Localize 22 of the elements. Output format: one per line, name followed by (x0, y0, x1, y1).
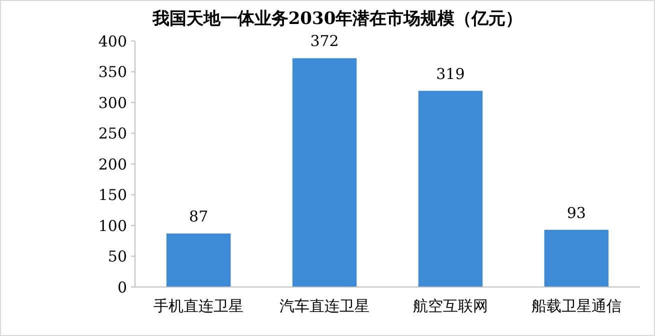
data-label: 372 (310, 32, 339, 50)
y-tick-label: 250 (98, 124, 127, 142)
y-tick-label: 150 (98, 186, 127, 204)
y-tick-label: 0 (117, 278, 127, 296)
y-tick-label: 200 (98, 155, 127, 174)
x-tick-label: 手机直连卫星 (154, 297, 244, 315)
x-tick-label: 船载卫星通信 (531, 297, 622, 315)
y-tick-label: 350 (98, 63, 127, 81)
x-tick-label: 航空互联网 (412, 297, 488, 315)
chart-title: 我国天地一体业务2030年潜在市场规模（亿元） (151, 9, 523, 29)
bar (418, 90, 483, 287)
y-tick-label: 50 (108, 248, 127, 266)
bar (292, 58, 357, 287)
bar (166, 233, 231, 287)
y-tick-label: 100 (98, 216, 127, 235)
data-label: 93 (566, 204, 586, 222)
data-label: 319 (436, 64, 465, 83)
x-tick-label: 汽车直连卫星 (280, 297, 370, 315)
y-tick-label: 400 (98, 32, 127, 50)
bar (544, 230, 609, 287)
data-label: 87 (189, 207, 208, 226)
y-tick-label: 300 (98, 94, 127, 112)
